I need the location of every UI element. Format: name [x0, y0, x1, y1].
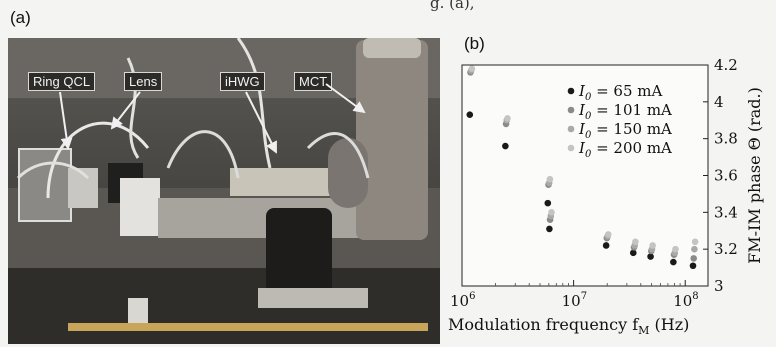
y-tick-label: 3 — [714, 277, 724, 295]
x-tick-label: 107 — [562, 291, 587, 310]
clipped-caption-text: g. (a), — [430, 0, 475, 12]
data-point — [690, 255, 698, 262]
x-axis-label: Modulation frequency fM (Hz) — [448, 315, 689, 337]
legend-marker — [567, 125, 575, 133]
data-point — [604, 231, 612, 238]
data-point — [546, 175, 554, 183]
data-point — [504, 115, 511, 122]
data-point — [670, 258, 677, 266]
x-tick-label: 106 — [450, 291, 475, 310]
y-tick-label: 4 — [714, 93, 724, 111]
data-point — [647, 253, 654, 260]
data-point — [548, 209, 555, 216]
legend-marker — [567, 106, 575, 114]
x-tick-label: 108 — [673, 291, 698, 310]
y-tick-label: 3.4 — [714, 203, 738, 221]
legend-label: I0 = 65 mA — [578, 82, 662, 103]
data-point — [544, 199, 552, 207]
data-point — [691, 245, 698, 253]
data-point — [602, 242, 610, 249]
legend-label: I0 = 101 mA — [578, 101, 672, 122]
callout-ihwg: iHWG — [220, 72, 265, 91]
data-point — [691, 238, 699, 246]
data-point — [546, 225, 553, 233]
y-axis-label: FM-IM phase Θ (rad.) — [745, 87, 764, 264]
data-point — [632, 238, 639, 246]
legend-label: I0 = 200 mA — [578, 139, 672, 160]
legend-label: I0 = 150 mA — [578, 120, 672, 141]
data-point — [468, 65, 476, 72]
data-point — [689, 262, 697, 270]
panel-a-label: (a) — [10, 8, 31, 27]
legend-marker — [567, 87, 575, 95]
legend-marker — [567, 144, 575, 152]
panel-b-label: (b) — [464, 34, 485, 53]
callout-arrows — [60, 101, 366, 154]
data-point — [629, 249, 637, 257]
phase-chart: 3 3.2 3.4 3.6 3.8 4 4.2 106 107 108 Modulation fre… — [448, 56, 764, 337]
callout-mct: MCT — [294, 72, 333, 91]
callout-lens: Lens — [124, 72, 163, 91]
data-point — [466, 111, 474, 119]
y-tick-label: 3.6 — [714, 167, 738, 185]
data-point — [672, 245, 679, 253]
data-point — [649, 242, 656, 249]
y-tick-label: 3.2 — [714, 240, 738, 258]
callout-ring-qcl: Ring QCL — [28, 72, 96, 91]
data-point — [502, 142, 509, 150]
plot-frame — [461, 64, 709, 287]
y-tick-label: 4.2 — [714, 56, 738, 74]
y-tick-label: 3.8 — [714, 130, 738, 148]
